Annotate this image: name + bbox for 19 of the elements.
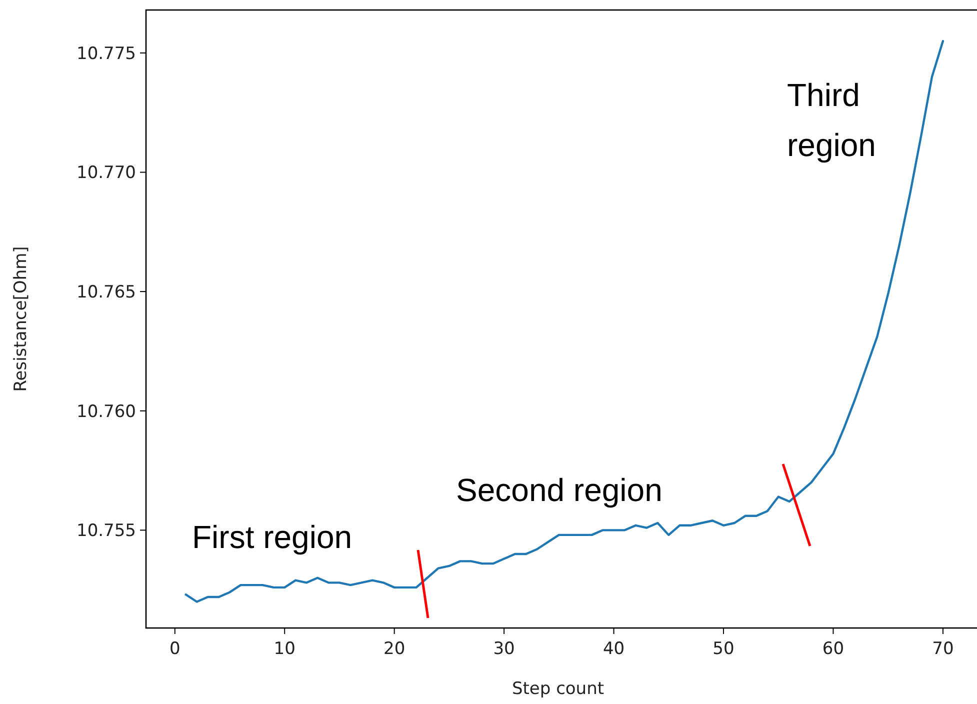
annotation: Second region [456, 472, 662, 508]
y-tick-label: 10.765 [76, 282, 136, 303]
y-axis-title: Resistance[Ohm] [11, 246, 31, 392]
x-tick-label: 50 [712, 639, 734, 659]
y-tick-label: 10.760 [76, 402, 136, 422]
x-tick-label: 20 [384, 639, 406, 659]
annotation: Third region [787, 77, 876, 163]
y-tick-label: 10.755 [76, 521, 136, 542]
annotation: First region [192, 519, 352, 555]
y-tick-label: 10.770 [76, 163, 136, 184]
x-tick-label: 70 [932, 639, 954, 659]
y-tick-label: 10.775 [76, 44, 136, 64]
x-tick-label: 10 [274, 639, 296, 659]
x-tick-label: 30 [493, 639, 515, 659]
x-tick-label: 40 [602, 639, 625, 659]
line-series [184, 40, 944, 603]
x-tick-label: 60 [822, 639, 844, 659]
x-axis-title: Step count [512, 679, 604, 699]
x-tick-label: 0 [169, 639, 180, 659]
